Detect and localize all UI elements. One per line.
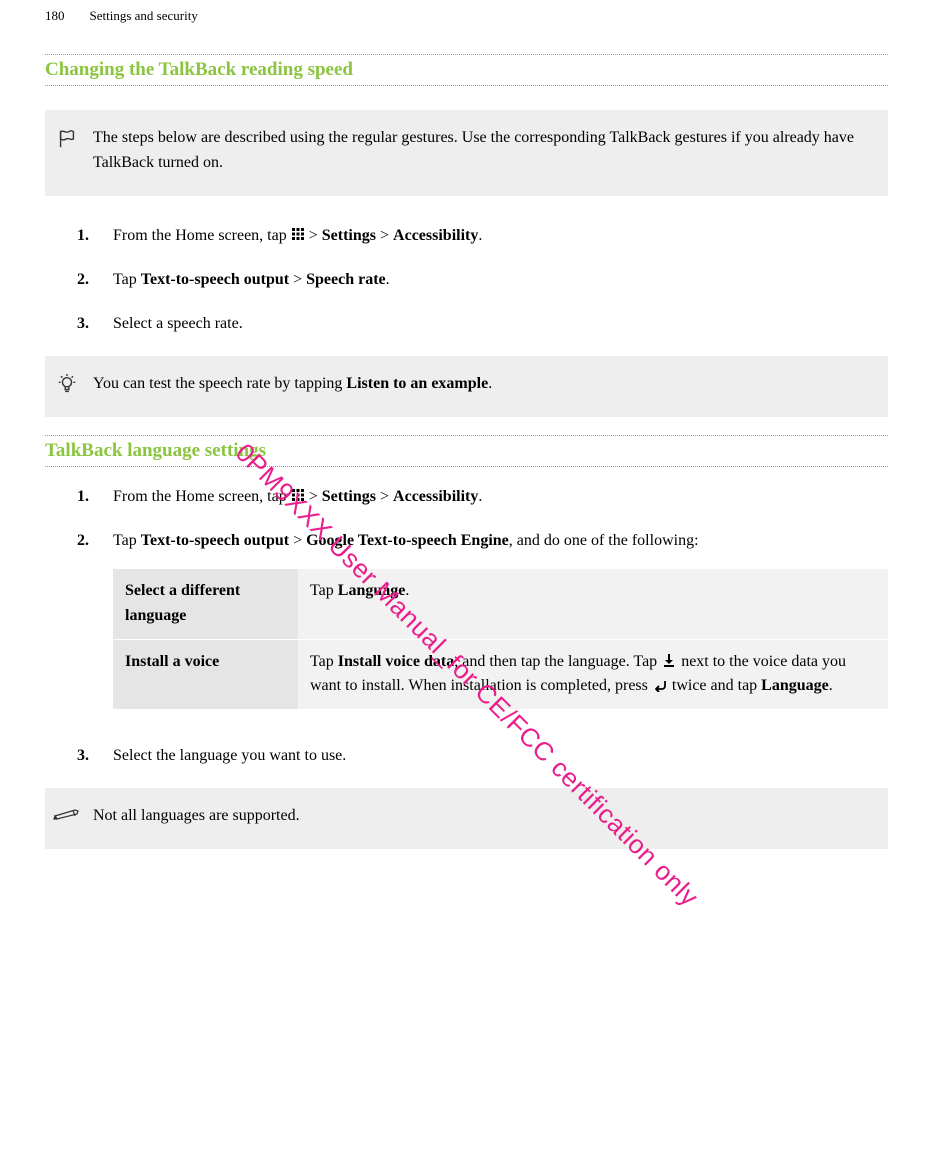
lightbulb-icon bbox=[53, 372, 81, 396]
step-body: Select the language you want to use. bbox=[113, 744, 888, 768]
apps-icon bbox=[291, 485, 305, 509]
apps-icon bbox=[291, 224, 305, 248]
page-header: 180 Settings and security bbox=[45, 0, 888, 54]
note-text: You can test the speech rate by tapping … bbox=[93, 372, 492, 397]
flag-icon bbox=[53, 126, 81, 150]
back-icon bbox=[652, 677, 668, 694]
table-cell-label: Select a different language bbox=[113, 569, 298, 639]
chapter-title: Settings and security bbox=[90, 8, 198, 24]
note-text: Not all languages are supported. bbox=[93, 804, 300, 829]
section-heading-reading-speed: Changing the TalkBack reading speed bbox=[45, 54, 888, 86]
step-item: 3. Select a speech rate. bbox=[77, 312, 888, 336]
download-icon bbox=[661, 653, 677, 670]
step-number: 3. bbox=[77, 744, 113, 768]
step-number: 2. bbox=[77, 268, 113, 292]
step-item: 1. From the Home screen, tap > Settings … bbox=[77, 224, 888, 248]
note-text: The steps below are described using the … bbox=[93, 126, 874, 176]
step-item: 2. Tap Text-to-speech output > Speech ra… bbox=[77, 268, 888, 292]
table-cell-value: Tap Install voice data, and then tap the… bbox=[298, 640, 888, 710]
step-number: 1. bbox=[77, 224, 113, 248]
table-cell-label: Install a voice bbox=[113, 640, 298, 710]
page-number: 180 bbox=[45, 8, 65, 24]
steps-list-1: 1. From the Home screen, tap > Settings … bbox=[45, 224, 888, 336]
step-number: 3. bbox=[77, 312, 113, 336]
step-body: Tap Text-to-speech output > Speech rate. bbox=[113, 268, 888, 292]
note-tip: You can test the speech rate by tapping … bbox=[45, 356, 888, 417]
note-flag: The steps below are described using the … bbox=[45, 110, 888, 196]
step-item: 3. Select the language you want to use. bbox=[77, 744, 888, 768]
table-row: Select a different language Tap Language… bbox=[113, 569, 888, 640]
step-number: 2. bbox=[77, 529, 113, 724]
step-body: Tap Text-to-speech output > Google Text-… bbox=[113, 529, 888, 724]
step-item: 2. Tap Text-to-speech output > Google Te… bbox=[77, 529, 888, 724]
table-row: Install a voice Tap Install voice data, … bbox=[113, 640, 888, 711]
step-body: Select a speech rate. bbox=[113, 312, 888, 336]
steps-list-2: 1. From the Home screen, tap > Settings … bbox=[45, 485, 888, 769]
step-number: 1. bbox=[77, 485, 113, 509]
step-body: From the Home screen, tap > Settings > A… bbox=[113, 485, 888, 509]
step-item: 1. From the Home screen, tap > Settings … bbox=[77, 485, 888, 509]
step-body: From the Home screen, tap > Settings > A… bbox=[113, 224, 888, 248]
table-cell-value: Tap Language. bbox=[298, 569, 888, 639]
pencil-icon bbox=[53, 804, 81, 820]
section-heading-language: TalkBack language settings bbox=[45, 435, 888, 467]
note-pencil: Not all languages are supported. bbox=[45, 788, 888, 849]
options-table: Select a different language Tap Language… bbox=[113, 569, 888, 710]
